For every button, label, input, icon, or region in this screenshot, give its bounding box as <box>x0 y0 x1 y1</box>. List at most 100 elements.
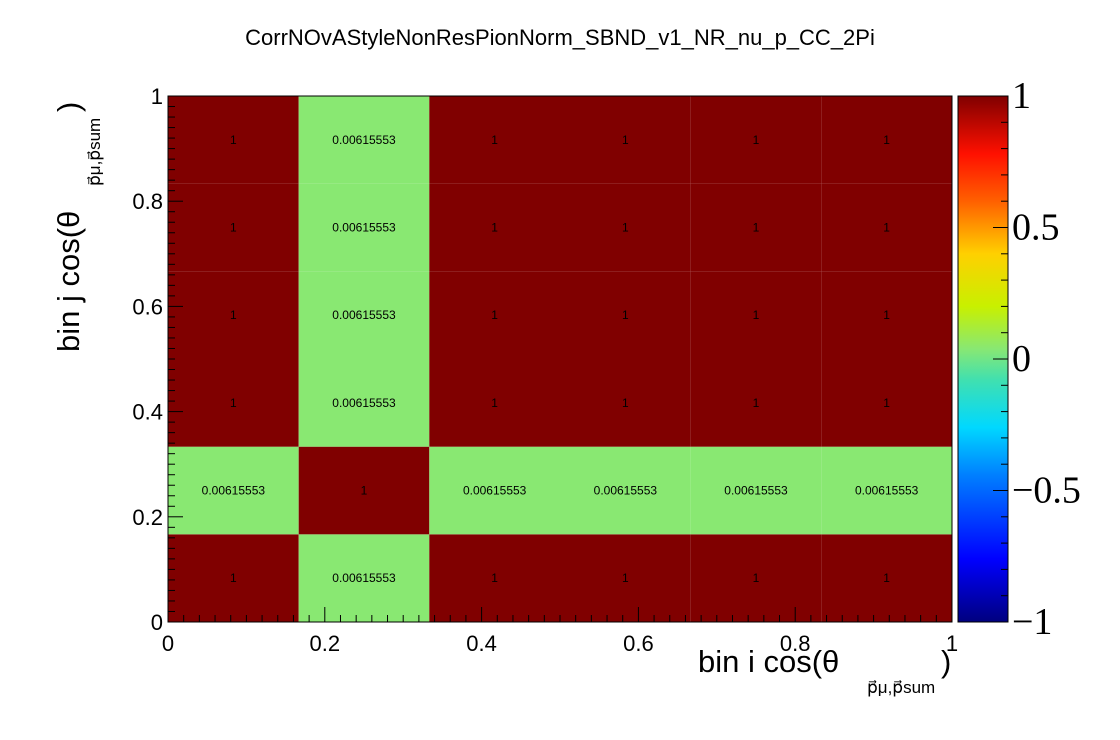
heatmap-cell <box>298 534 430 622</box>
heatmap-cell-label: 1 <box>230 133 237 147</box>
x-tick-label: 0.8 <box>780 631 811 656</box>
heatmap-cell-label: 1 <box>883 221 890 235</box>
y-axis-label-subscript: p⃗μ,p⃗sum <box>85 118 104 186</box>
heatmap-cell-label: 0.00615553 <box>202 484 266 498</box>
heatmap-cells <box>168 96 952 622</box>
heatmap-cell <box>168 96 299 184</box>
heatmap-cell-label: 1 <box>230 571 237 585</box>
heatmap-cell-label: 0.00615553 <box>594 484 658 498</box>
heatmap-cell <box>560 96 691 184</box>
heatmap-cell <box>690 359 822 447</box>
x-axis-label-close: ) <box>941 644 951 679</box>
heatmap-cell <box>821 183 952 272</box>
heatmap-cell <box>821 96 952 184</box>
heatmap-cell <box>168 446 299 535</box>
heatmap-cell <box>168 271 299 359</box>
x-axis-label-subscript: p⃗μ,p⃗sum <box>867 678 935 697</box>
colorbar-tick-label: 1 <box>1012 75 1031 117</box>
heatmap-cell <box>429 96 560 184</box>
colorbar-tick-label: 0.5 <box>1012 207 1060 249</box>
x-tick-label: 0 <box>162 631 174 656</box>
colorbar-tick-label: 0 <box>1012 338 1031 380</box>
heatmap-cell <box>690 96 822 184</box>
heatmap-cell <box>560 534 691 622</box>
heatmap-cell <box>168 183 299 272</box>
y-tick-label: 0.2 <box>132 505 163 530</box>
heatmap-cell-label: 1 <box>361 484 368 498</box>
chart-title: CorrNOvAStyleNonResPionNorm_SBND_v1_NR_n… <box>245 25 875 50</box>
heatmap-cell <box>429 534 560 622</box>
heatmap-cell-label: 1 <box>883 571 890 585</box>
heatmap-cell-label: 0.00615553 <box>332 308 396 322</box>
heatmap-cell <box>560 183 691 272</box>
heatmap-cell-label: 1 <box>491 308 498 322</box>
heatmap-cell <box>821 446 952 535</box>
y-tick-label: 0.4 <box>132 400 163 425</box>
heatmap-cell <box>560 359 691 447</box>
heatmap-cell-label: 1 <box>491 133 498 147</box>
y-axis-label-close: ) <box>51 102 86 112</box>
heatmap-cell-label: 0.00615553 <box>332 396 396 410</box>
heatmap-cell <box>690 446 822 535</box>
heatmap-cell-labels: 1 0.00615553 1 1 1 1 0.00615553 1 0.00615553 0.00… <box>202 133 919 585</box>
heatmap-cell-label: 1 <box>622 396 629 410</box>
x-tick-label: 0.6 <box>623 631 654 656</box>
y-tick-label: 1 <box>151 84 163 109</box>
heatmap-cell-label: 1 <box>883 308 890 322</box>
heatmap-cell-label: 0.00615553 <box>332 221 396 235</box>
heatmap-cell <box>429 446 560 535</box>
heatmap-cell-label: 1 <box>230 221 237 235</box>
heatmap-cell <box>168 359 299 447</box>
heatmap-cell-label: 1 <box>230 308 237 322</box>
x-axis-label: bin i cos(θ p⃗μ,p⃗sum ) <box>698 644 951 697</box>
heatmap-cell <box>298 96 430 184</box>
y-tick-label: 0.6 <box>132 294 163 319</box>
heatmap-cell-label: 1 <box>753 396 760 410</box>
y-axis: 0 0.2 0.4 0.6 0.8 1 <box>132 84 183 635</box>
heatmap-cell-label: 1 <box>622 571 629 585</box>
x-tick-label: 0.4 <box>466 631 497 656</box>
heatmap-cell <box>298 271 430 359</box>
heatmap-cell-label: 1 <box>622 308 629 322</box>
heatmap-cell-label: 0.00615553 <box>463 484 527 498</box>
heatmap-cell <box>560 446 691 535</box>
heatmap-cell-label: 1 <box>753 221 760 235</box>
x-axis: 0 0.2 0.4 0.6 0.8 1 <box>162 607 958 656</box>
heatmap-cell-label: 0.00615553 <box>855 484 919 498</box>
heatmap-cell <box>298 183 430 272</box>
x-tick-label: 0.2 <box>310 631 341 656</box>
y-axis-label-text: bin j cos(θ <box>51 211 86 352</box>
heatmap-cell-label: 0.00615553 <box>332 133 396 147</box>
heatmap-cell <box>821 359 952 447</box>
heatmap-cell-label: 0.00615553 <box>724 484 788 498</box>
heatmap-cell-label: 1 <box>883 133 890 147</box>
heatmap-cell-label: 1 <box>622 221 629 235</box>
y-tick-label: 0.8 <box>132 189 163 214</box>
x-axis-label-text: bin i cos(θ <box>698 644 839 679</box>
heatmap-cell <box>821 271 952 359</box>
heatmap-cell-label: 1 <box>491 396 498 410</box>
x-tick-label: 1 <box>946 631 958 656</box>
heatmap-cell <box>429 183 560 272</box>
heatmap-cell-label: 1 <box>622 133 629 147</box>
heatmap-cell-label: 1 <box>491 571 498 585</box>
y-tick-label: 0 <box>151 610 163 635</box>
heatmap-cell <box>168 534 299 622</box>
colorbar-tick-label: −0.5 <box>1012 470 1081 512</box>
heatmap-cell-label: 0.00615553 <box>332 571 396 585</box>
heatmap-cell <box>429 271 560 359</box>
heatmap-cell-label: 1 <box>883 396 890 410</box>
heatmap-cell <box>690 534 822 622</box>
heatmap-cell <box>690 183 822 272</box>
heatmap-cell-label: 1 <box>230 396 237 410</box>
heatmap-cell <box>821 534 952 622</box>
heatmap-cell <box>298 359 430 447</box>
colorbar-tick-label: −1 <box>1012 601 1052 643</box>
heatmap-cell <box>560 271 691 359</box>
heatmap-cell-label: 1 <box>491 221 498 235</box>
heatmap-cell <box>429 359 560 447</box>
y-axis-label: bin j cos(θ p⃗μ,p⃗sum ) <box>51 102 104 352</box>
heatmap-cell <box>298 446 430 535</box>
heatmap-cell-label: 1 <box>753 308 760 322</box>
